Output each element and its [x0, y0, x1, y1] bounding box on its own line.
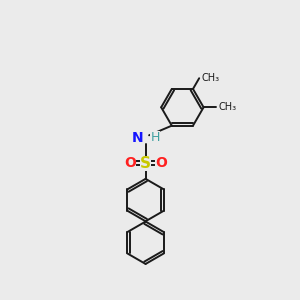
Text: H: H — [150, 130, 160, 143]
Text: O: O — [155, 156, 167, 170]
Text: S: S — [140, 156, 151, 171]
Text: CH₃: CH₃ — [218, 102, 236, 112]
Text: N: N — [132, 131, 143, 145]
Text: CH₃: CH₃ — [202, 73, 220, 83]
Text: O: O — [124, 156, 136, 170]
